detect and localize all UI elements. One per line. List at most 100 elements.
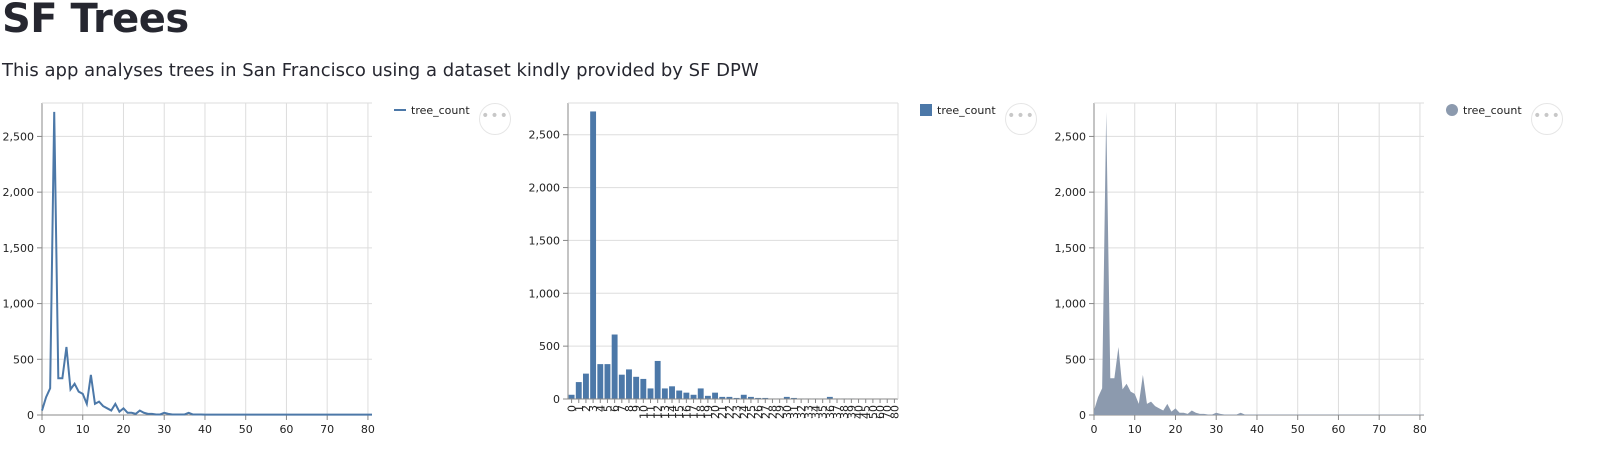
y-tick-label: 1,500 (3, 242, 35, 255)
x-tick-label: 38 (838, 405, 851, 419)
x-tick-label: 27 (759, 405, 772, 419)
x-tick-label: 70 (1372, 423, 1386, 436)
x-tick-label: 17 (688, 405, 701, 419)
x-tick-label: 30 (1209, 423, 1223, 436)
chart-3-menu-button[interactable]: ••• (1531, 103, 1563, 135)
bar-16 (683, 392, 690, 399)
x-tick-label: 26 (752, 405, 765, 419)
x-tick-label: 0 (39, 423, 46, 436)
bar-9 (633, 376, 640, 399)
bar-17 (690, 394, 697, 399)
x-tick-label: 40 (1250, 423, 1264, 436)
y-tick-label: 2,000 (529, 182, 561, 195)
x-tick-label: 32 (795, 405, 808, 419)
x-tick-label: 70 (881, 405, 894, 419)
bar-21 (719, 396, 726, 399)
x-tick-label: 20 (116, 423, 130, 436)
x-tick-label: 34 (810, 405, 823, 419)
x-tick-label: 80 (361, 423, 375, 436)
x-tick-label: 22 (723, 405, 736, 419)
y-tick-label: 0 (27, 409, 34, 422)
x-tick-label: 1 (573, 405, 586, 412)
x-tick-label: 21 (716, 405, 729, 419)
x-tick-label: 14 (666, 405, 679, 419)
x-tick-label: 10 (1128, 423, 1142, 436)
y-tick-label: 2,000 (1055, 186, 1087, 199)
bar-6 (611, 334, 618, 399)
y-tick-label: 2,500 (529, 129, 561, 142)
bar-26 (755, 397, 762, 399)
x-tick-label: 10 (76, 423, 90, 436)
y-tick-label: 500 (1065, 353, 1086, 366)
x-tick-label: 3 (587, 405, 600, 412)
x-tick-label: 10 (637, 405, 650, 419)
x-tick-label: 12 (652, 405, 665, 419)
x-tick-label: 11 (645, 405, 658, 419)
y-tick-label: 500 (13, 353, 34, 366)
y-tick-label: 1,500 (529, 234, 561, 247)
x-tick-label: 39 (845, 405, 858, 419)
bar-20 (712, 392, 719, 399)
chart-1: 0 500 1,000 1,500 2,000 2,500 0 10 20 30 40 50 60 70 8… (3, 103, 375, 436)
x-tick-label: 50 (239, 423, 253, 436)
y-tick-label: 0 (553, 393, 560, 406)
x-tick-label: 35 (817, 405, 830, 419)
x-tick-label: 16 (680, 405, 693, 419)
x-tick-label: 5 (601, 405, 614, 412)
x-tick-label: 19 (702, 405, 715, 419)
x-tick-label: 80 (1413, 423, 1427, 436)
page-title: SF Trees (2, 0, 189, 42)
bar-0 (568, 394, 575, 399)
x-tick-label: 45 (860, 405, 873, 419)
y-tick-label: 1,000 (1055, 298, 1087, 311)
x-tick-label: 30 (157, 423, 171, 436)
chart-2: 05001,0001,5002,0002,5000123456789101112… (529, 102, 901, 419)
bar-23 (733, 397, 740, 399)
bar-3 (590, 111, 597, 399)
y-tick-label: 2,500 (1055, 130, 1087, 143)
y-tick-label: 1,000 (529, 287, 561, 300)
x-tick-label: 40 (853, 405, 866, 419)
y-tick-label: 2,500 (3, 130, 35, 143)
x-tick-label: 50 (1291, 423, 1305, 436)
y-tick-label: 500 (539, 340, 560, 353)
more-horizontal-icon: ••• (1007, 108, 1035, 124)
bar-13 (661, 388, 668, 399)
x-tick-label: 60 (874, 405, 887, 419)
more-horizontal-icon: ••• (1533, 108, 1561, 124)
x-tick-label: 29 (774, 405, 787, 419)
legend-label: tree_count (1463, 104, 1522, 117)
bar-7 (618, 374, 625, 399)
bar-14 (669, 386, 675, 399)
chart-2-menu-button[interactable]: ••• (1005, 103, 1037, 135)
x-tick-label: 23 (731, 405, 744, 419)
x-tick-label: 28 (766, 405, 779, 419)
x-tick-label: 13 (659, 405, 672, 419)
chart-2-legend: tree_count (920, 104, 996, 117)
bar-4 (597, 364, 604, 399)
x-tick-label: 40 (198, 423, 212, 436)
x-tick-label: 4 (594, 405, 607, 412)
x-tick-label: 6 (609, 405, 622, 412)
bar-15 (676, 390, 683, 399)
bar-1 (575, 382, 582, 399)
bar-36 (826, 396, 833, 399)
chart-3: 0 500 1,000 1,500 2,000 2,500 0 10 20 30 40 50 60 70 8… (1055, 103, 1427, 436)
chart-1-menu-button[interactable]: ••• (479, 103, 511, 135)
bar-5 (604, 364, 611, 399)
x-tick-label: 60 (1331, 423, 1345, 436)
x-tick-label: 30 (781, 405, 794, 419)
bar-19 (704, 395, 711, 399)
x-tick-label: 50 (867, 405, 880, 419)
bar-11 (647, 388, 654, 399)
page-subtitle: This app analyses trees in San Francisco… (2, 60, 759, 81)
y-tick-label: 1,000 (3, 298, 35, 311)
more-horizontal-icon: ••• (481, 108, 509, 124)
bar-8 (626, 369, 632, 399)
x-tick-label: 31 (788, 405, 801, 419)
legend-circle-symbol (1446, 104, 1458, 116)
bar-12 (654, 360, 661, 399)
x-tick-label: 15 (673, 405, 686, 419)
x-tick-label: 8 (623, 405, 636, 412)
